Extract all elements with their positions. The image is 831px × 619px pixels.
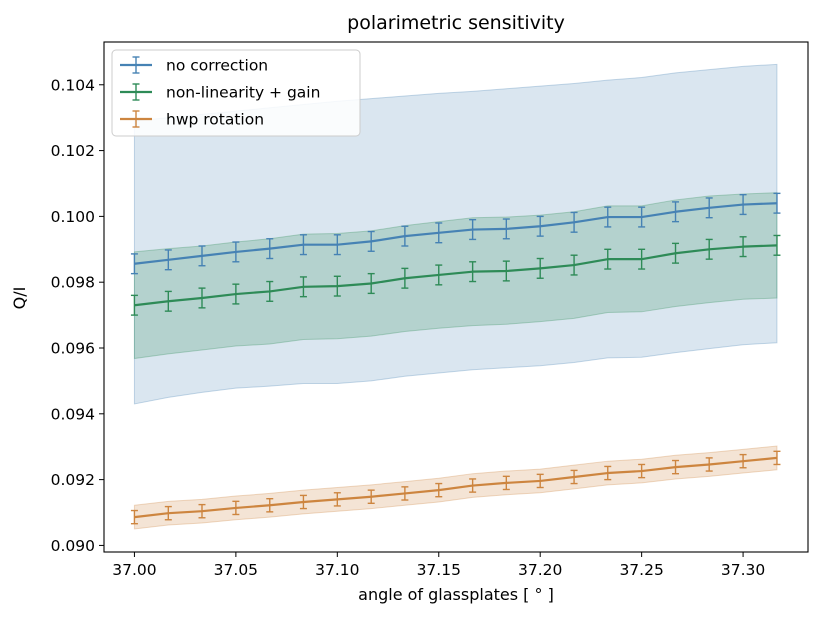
series-line-2: [134, 456, 778, 519]
error-bar-0-16: [672, 201, 680, 223]
error-bar-1-17: [705, 238, 713, 260]
error-bar-0-17: [705, 197, 713, 219]
y-tick-label: 0.098: [51, 274, 95, 292]
error-bar-2-17: [705, 457, 713, 472]
error-bar-1-16: [672, 242, 680, 264]
error-bar-1-18: [739, 236, 747, 258]
legend-label: no correction: [166, 57, 268, 75]
chart-title: polarimetric sensitivity: [347, 12, 565, 34]
error-bar-1-7: [367, 272, 375, 295]
error-bar-2-10: [469, 478, 477, 493]
x-tick-label: 37.25: [619, 561, 663, 579]
x-tick-label: 37.10: [315, 561, 359, 579]
y-axis-label: Q/I: [10, 287, 29, 310]
y-tick-label: 0.094: [51, 405, 95, 423]
x-tick-label: 37.30: [721, 561, 765, 579]
x-axis-label: angle of glassplates [ ° ]: [358, 585, 554, 604]
error-bar-0-13: [570, 211, 578, 233]
error-bar-0-1: [164, 249, 172, 271]
error-bar-2-16: [672, 459, 680, 475]
error-bar-0-14: [604, 206, 612, 228]
error-bar-0-9: [435, 222, 443, 244]
error-bar-2-9: [435, 482, 443, 498]
legend-box: [111, 49, 361, 137]
legend-entry-2: hwp rotation: [120, 110, 264, 129]
error-bar-2-5: [299, 494, 307, 510]
error-bar-0-2: [198, 245, 206, 267]
legend-entry-1: non-linearity + gain: [120, 83, 320, 102]
error-bar-1-3: [232, 283, 240, 305]
error-bar-2-1: [164, 505, 172, 521]
error-bar-1-19: [773, 234, 781, 256]
error-bar-1-2: [198, 287, 206, 309]
error-bar-1-9: [435, 264, 443, 286]
legend-entry-0: no correction: [120, 56, 268, 75]
error-bar-0-11: [502, 218, 510, 240]
x-tick-label: 37.20: [518, 561, 562, 579]
x-tick-label: 37.05: [214, 561, 258, 579]
x-tick-label: 37.00: [112, 561, 156, 579]
error-bar-0-6: [333, 234, 341, 256]
error-bar-1-12: [536, 257, 544, 279]
error-bar-1-15: [638, 248, 646, 270]
error-bar-2-12: [536, 473, 544, 489]
error-bar-0-19: [773, 192, 781, 214]
error-bar-2-19: [773, 450, 781, 466]
legend-label: hwp rotation: [166, 111, 264, 129]
error-bar-1-14: [604, 248, 612, 270]
error-bar-1-5: [299, 276, 307, 298]
error-bar-2-6: [333, 492, 341, 507]
error-bar-0-7: [367, 230, 375, 252]
error-bar-2-7: [367, 489, 375, 505]
error-bar-2-8: [401, 486, 409, 501]
error-bar-1-0: [130, 294, 138, 316]
error-bar-2-13: [570, 469, 578, 485]
y-tick-label: 0.104: [51, 76, 95, 94]
y-tick-label: 0.096: [51, 340, 95, 358]
error-bar-1-11: [502, 260, 510, 282]
legend-label: non-linearity + gain: [166, 84, 320, 102]
error-bar-2-2: [198, 503, 206, 519]
error-bar-2-11: [502, 475, 510, 491]
series-line-1: [134, 244, 778, 307]
error-bar-0-5: [299, 234, 307, 256]
error-bar-0-18: [739, 193, 747, 216]
y-tick-label: 0.100: [51, 208, 95, 226]
plot-area: 37.00 37.05 37.10 37.15 37.20 37.25 37.30 0.090…: [51, 41, 809, 579]
error-bar-0-15: [638, 206, 646, 228]
error-bar-0-8: [401, 225, 409, 247]
error-bar-0-0: [130, 253, 138, 275]
y-tick-label: 0.090: [51, 537, 95, 555]
series-line-0: [134, 202, 778, 265]
error-bar-0-3: [232, 241, 240, 263]
band-1: [133, 192, 778, 360]
error-bar-2-4: [266, 497, 274, 513]
error-bar-2-18: [739, 453, 747, 469]
y-tick-label: 0.092: [51, 471, 95, 489]
x-tick-label: 37.15: [417, 561, 461, 579]
legend: no correction non-linearity + gain hwp rot…: [111, 49, 361, 137]
error-bar-0-10: [469, 218, 477, 241]
error-bar-1-4: [266, 280, 274, 302]
error-bar-1-10: [469, 261, 477, 283]
y-tick-label: 0.102: [51, 142, 95, 160]
error-bar-2-3: [232, 500, 240, 516]
error-bar-1-1: [164, 290, 172, 312]
error-bar-0-4: [266, 238, 274, 260]
error-bar-1-8: [401, 267, 409, 289]
error-bar-1-13: [570, 254, 578, 276]
error-bar-0-12: [536, 215, 544, 237]
error-bar-2-14: [604, 465, 612, 481]
error-bar-2-15: [638, 463, 646, 479]
axes-frame: [103, 41, 809, 553]
error-bar-2-0: [130, 509, 138, 525]
error-bar-1-6: [333, 275, 341, 297]
